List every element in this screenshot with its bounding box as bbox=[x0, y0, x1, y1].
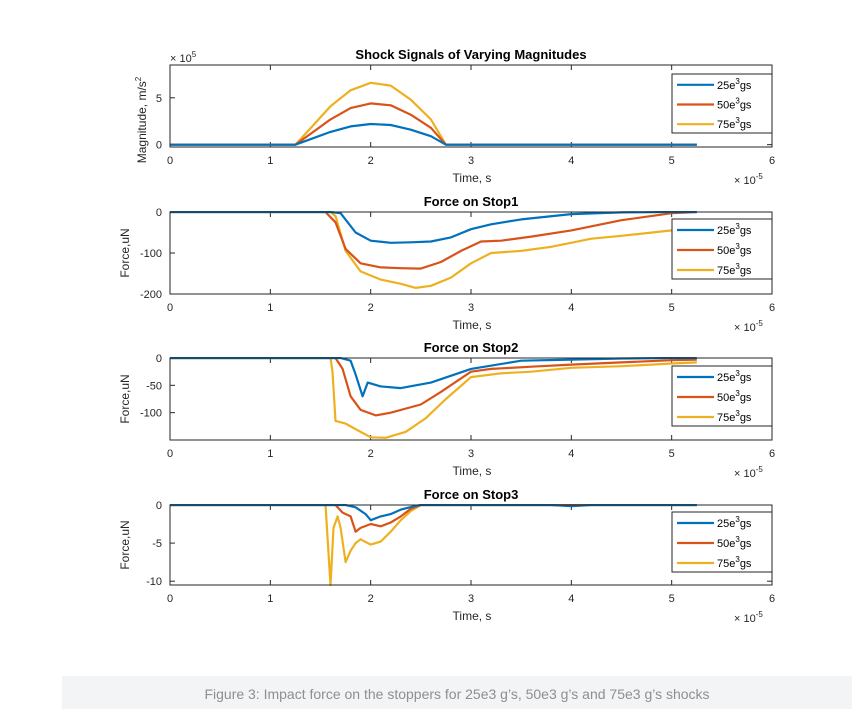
y-tick-label: -100 bbox=[140, 248, 162, 260]
x-tick-label: 0 bbox=[167, 593, 173, 605]
x-tick-label: 0 bbox=[167, 448, 173, 460]
chart-title: Force on Stop2 bbox=[424, 340, 519, 355]
x-axis-label: Time, s bbox=[453, 318, 492, 332]
series-line-25e3gs bbox=[170, 357, 697, 398]
legend-entry: 25e3gs bbox=[717, 77, 752, 92]
legend-entry: 50e3gs bbox=[717, 389, 752, 404]
chart-panel-4: 0 1 2 3 4 5 6 0 -5 -10 Force on Stop3 Time, s × 10-5… bbox=[118, 487, 775, 625]
y-axis-label: Force,uN bbox=[118, 228, 132, 277]
legend: 25e3gs 50e3gs 75e3gs bbox=[671, 511, 773, 573]
x-tick-label: 5 bbox=[669, 155, 675, 167]
x-tick-label: 1 bbox=[267, 593, 273, 605]
chart-panel-1: 0 1 2 3 4 5 6 0 5 Shock Signals of Varying Magnit… bbox=[134, 47, 775, 187]
chart-title: Force on Stop3 bbox=[424, 487, 519, 502]
y-tick-label: 0 bbox=[156, 140, 162, 152]
x-axis-label: Time, s bbox=[453, 171, 492, 185]
legend-entry: 75e3gs bbox=[717, 262, 752, 277]
series-line-50e3gs bbox=[170, 211, 697, 270]
y-axis-exponent: × 105 bbox=[170, 50, 197, 65]
x-tick-label: 3 bbox=[468, 593, 474, 605]
x-axis-exponent: × 10-5 bbox=[734, 319, 763, 334]
x-tick-label: 2 bbox=[368, 448, 374, 460]
x-tick-label: 1 bbox=[267, 448, 273, 460]
x-tick-label: 2 bbox=[368, 155, 374, 167]
x-tick-label: 4 bbox=[568, 448, 574, 460]
y-axis-label: Magnitude, m/s2 bbox=[134, 76, 149, 163]
y-tick-label: 0 bbox=[156, 353, 162, 365]
x-tick-label: 0 bbox=[167, 155, 173, 167]
figure-caption: Figure 3: Impact force on the stoppers f… bbox=[204, 686, 710, 702]
y-tick-label: -100 bbox=[140, 408, 162, 420]
legend-entry: 75e3gs bbox=[717, 555, 752, 570]
y-tick-label: -50 bbox=[146, 380, 162, 392]
x-axis-label: Time, s bbox=[453, 609, 492, 623]
x-tick-label: 5 bbox=[669, 593, 675, 605]
x-tick-label: 6 bbox=[769, 593, 775, 605]
y-tick-label: -200 bbox=[140, 289, 162, 301]
x-tick-label: 5 bbox=[669, 302, 675, 314]
series-line-75e3gs bbox=[170, 504, 697, 586]
legend-entry: 25e3gs bbox=[717, 369, 752, 384]
y-tick-label: 0 bbox=[156, 207, 162, 219]
x-tick-label: 4 bbox=[568, 302, 574, 314]
legend-entry: 25e3gs bbox=[717, 515, 752, 530]
y-tick-label: 5 bbox=[156, 93, 162, 105]
x-tick-label: 1 bbox=[267, 155, 273, 167]
x-tick-label: 1 bbox=[267, 302, 273, 314]
chart-title: Force on Stop1 bbox=[424, 194, 519, 209]
x-tick-label: 5 bbox=[669, 448, 675, 460]
x-tick-label: 6 bbox=[769, 155, 775, 167]
y-tick-label: -5 bbox=[152, 538, 162, 550]
y-axis-label: Force,uN bbox=[118, 374, 132, 423]
x-tick-label: 2 bbox=[368, 302, 374, 314]
series-line-50e3gs bbox=[170, 504, 697, 533]
legend-entry: 50e3gs bbox=[717, 97, 752, 112]
y-tick-label: -10 bbox=[146, 576, 162, 588]
legend: 25e3gs 50e3gs 75e3gs bbox=[671, 218, 773, 280]
legend-entry: 25e3gs bbox=[717, 222, 752, 237]
x-tick-label: 6 bbox=[769, 302, 775, 314]
x-tick-label: 3 bbox=[468, 302, 474, 314]
x-axis-exponent: × 10-5 bbox=[734, 610, 763, 625]
series-line-25e3gs bbox=[170, 211, 697, 244]
legend: 25e3gs 50e3gs 75e3gs bbox=[671, 365, 773, 427]
legend-entry: 75e3gs bbox=[717, 116, 752, 131]
x-tick-label: 2 bbox=[368, 593, 374, 605]
legend: 25e3gs 50e3gs 75e3gs bbox=[671, 73, 773, 134]
x-tick-label: 3 bbox=[468, 155, 474, 167]
chart-panel-3: 0 1 2 3 4 5 6 0 -50 -100 Force on Stop2 Time, s × 10… bbox=[118, 340, 775, 480]
caption-bar: Figure 3: Impact force on the stoppers f… bbox=[62, 676, 852, 709]
x-tick-label: 4 bbox=[568, 593, 574, 605]
legend-entry: 50e3gs bbox=[717, 242, 752, 257]
y-tick-label: 0 bbox=[156, 500, 162, 512]
series-line-75e3gs bbox=[170, 357, 697, 439]
x-tick-label: 4 bbox=[568, 155, 574, 167]
x-axis-exponent: × 10-5 bbox=[734, 465, 763, 480]
series-line-50e3gs bbox=[170, 357, 697, 417]
x-tick-label: 0 bbox=[167, 302, 173, 314]
series-line-25e3gs bbox=[170, 122, 697, 146]
x-axis-label: Time, s bbox=[453, 464, 492, 478]
legend-entry: 75e3gs bbox=[717, 409, 752, 424]
legend-entry: 50e3gs bbox=[717, 535, 752, 550]
y-axis-label: Force,uN bbox=[118, 520, 132, 569]
x-axis-exponent: × 10-5 bbox=[734, 172, 763, 187]
chart-title: Shock Signals of Varying Magnitudes bbox=[355, 47, 586, 62]
x-tick-label: 6 bbox=[769, 448, 775, 460]
x-tick-label: 3 bbox=[468, 448, 474, 460]
series-line-25e3gs bbox=[170, 504, 697, 522]
chart-panel-2: 0 1 2 3 4 5 6 0 -100 -200 Force on Stop1 Time, s × 1… bbox=[118, 194, 775, 334]
